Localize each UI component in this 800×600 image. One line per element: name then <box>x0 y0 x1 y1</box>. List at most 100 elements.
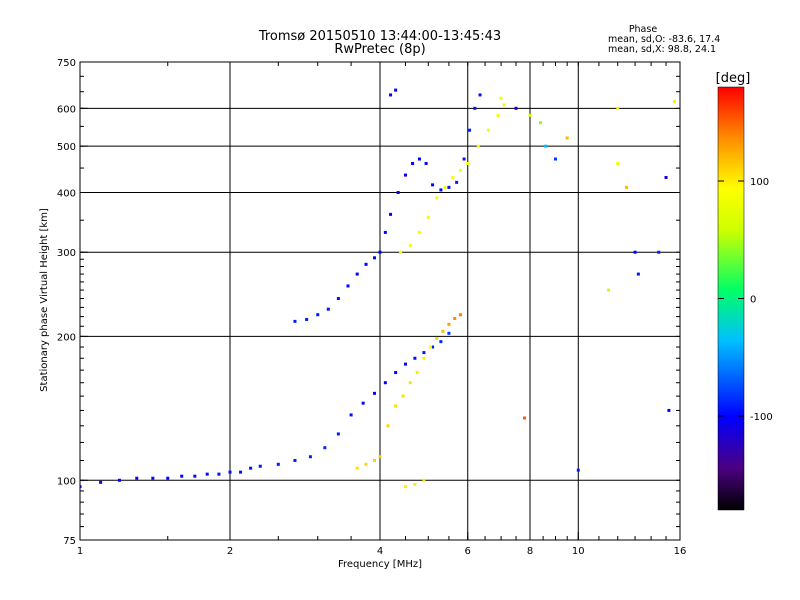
data-point <box>378 455 382 459</box>
data-point <box>451 175 455 179</box>
data-point <box>616 106 620 110</box>
y-tick-label: 500 <box>57 142 76 153</box>
y-tick-label: 75 <box>63 536 76 547</box>
data-point <box>458 168 462 172</box>
data-point <box>239 470 243 474</box>
data-point <box>447 185 451 189</box>
data-point <box>399 250 403 254</box>
phase-note-x: mean, sd,X: 98.8, 24.1 <box>608 44 716 55</box>
data-point <box>394 88 398 92</box>
data-point <box>462 157 466 161</box>
data-point <box>636 272 640 276</box>
data-point <box>249 466 253 470</box>
data-point <box>349 413 353 417</box>
y-tick-label: 200 <box>57 332 76 343</box>
data-point <box>403 485 407 489</box>
data-point <box>514 106 518 110</box>
y-tick-label: 300 <box>57 248 76 259</box>
x-tick-label: 10 <box>572 546 585 557</box>
data-point <box>443 185 447 189</box>
data-point <box>435 336 439 340</box>
y-tick-labels: 75 100 200 300 400 500 600 750 <box>57 58 88 547</box>
data-point <box>373 256 377 260</box>
data-point <box>625 185 629 189</box>
data-point <box>607 288 611 292</box>
data-point <box>473 106 477 110</box>
data-point <box>565 136 569 140</box>
data-point <box>205 472 209 476</box>
data-point <box>326 307 330 311</box>
data-point <box>378 250 382 254</box>
data-point <box>336 297 340 301</box>
data-point <box>539 121 543 125</box>
data-point <box>664 175 668 179</box>
x-tick-label: 8 <box>527 546 533 557</box>
colorbar-unit-label: [deg] <box>716 71 751 86</box>
x-axis-label: Frequency [MHz] <box>338 559 422 570</box>
data-point <box>435 196 439 200</box>
data-point <box>447 331 451 335</box>
data-point <box>633 250 637 254</box>
data-point <box>383 381 387 385</box>
data-point <box>389 212 393 216</box>
data-point <box>411 161 415 165</box>
data-point <box>453 316 457 320</box>
data-point <box>323 446 327 450</box>
data-point <box>431 345 435 349</box>
data-point <box>364 462 368 466</box>
data-point <box>293 458 297 462</box>
minor-ticks <box>79 61 681 540</box>
data-point <box>373 391 377 395</box>
data-point <box>455 180 459 184</box>
y-tick-label: 400 <box>57 188 76 199</box>
data-point <box>544 144 548 148</box>
data-point <box>364 262 368 266</box>
data-point <box>458 313 462 317</box>
data-point <box>99 480 103 484</box>
data-point <box>386 424 390 428</box>
data-point <box>408 243 412 247</box>
chart-title: Tromsø 20150510 13:44:00-13:45:43 <box>258 29 501 44</box>
data-point <box>346 284 350 288</box>
x-tick-labels: 1 2 4 6 8 10 16 <box>77 532 687 557</box>
phase-note-heading: Phase <box>629 24 658 35</box>
data-point <box>258 464 262 468</box>
x-tick-label: 16 <box>674 546 687 557</box>
data-point <box>447 322 451 326</box>
data-point <box>151 476 155 480</box>
data-point <box>667 408 671 412</box>
x-tick-label: 4 <box>377 546 383 557</box>
data-point <box>396 190 400 194</box>
data-point <box>305 317 309 321</box>
data-point <box>355 466 359 470</box>
data-point <box>135 476 139 480</box>
data-point <box>166 476 170 480</box>
data-point <box>403 173 407 177</box>
data-point <box>373 458 377 462</box>
data-point <box>426 215 430 219</box>
data-point <box>417 230 421 234</box>
data-point <box>336 432 340 436</box>
x-tick-label: 1 <box>77 546 83 557</box>
x-tick-label: 6 <box>465 546 471 557</box>
data-point <box>441 329 445 333</box>
data-point <box>428 345 432 349</box>
data-point <box>439 188 443 192</box>
colorbar-ticks: 100 0 -100 <box>718 177 773 423</box>
data-point <box>394 371 398 375</box>
y-tick-label: 100 <box>57 476 76 487</box>
data-point <box>523 416 527 420</box>
data-point <box>415 371 419 375</box>
x-tick-label: 2 <box>227 546 233 557</box>
data-point <box>476 144 480 148</box>
data-point <box>422 478 426 482</box>
data-point <box>502 103 506 107</box>
data-point <box>408 381 412 385</box>
data-point <box>486 128 490 132</box>
data-point <box>417 157 421 161</box>
data-point <box>355 272 359 276</box>
data-point <box>657 250 661 254</box>
data-point <box>468 128 472 132</box>
colorbar-tick-label: 100 <box>750 177 769 188</box>
